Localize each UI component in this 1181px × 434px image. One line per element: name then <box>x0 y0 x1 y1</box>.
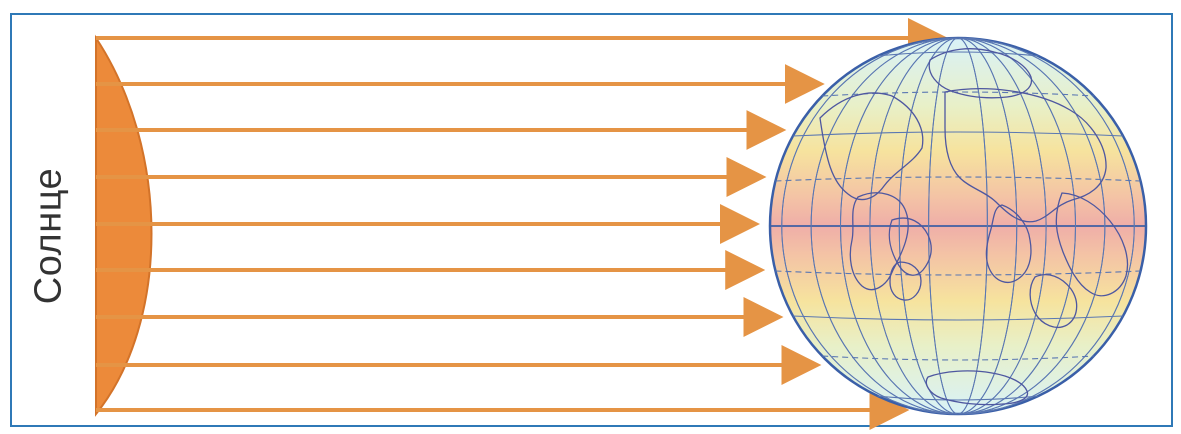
latitude-line <box>775 270 1141 276</box>
sun-rays <box>96 18 948 430</box>
latitude-line <box>877 395 1039 401</box>
globe-grid <box>770 37 1146 415</box>
latitude-line <box>792 131 1124 137</box>
latitude-line <box>822 91 1094 97</box>
latitude-line <box>822 355 1094 361</box>
globe-icon <box>768 36 1148 416</box>
latitude-line <box>775 176 1141 182</box>
continents-icon <box>819 48 1129 406</box>
meridian-line <box>781 37 1135 415</box>
latitude-line <box>792 315 1124 321</box>
latitude-line <box>877 51 1039 57</box>
sun-label: Солнце <box>27 167 70 305</box>
